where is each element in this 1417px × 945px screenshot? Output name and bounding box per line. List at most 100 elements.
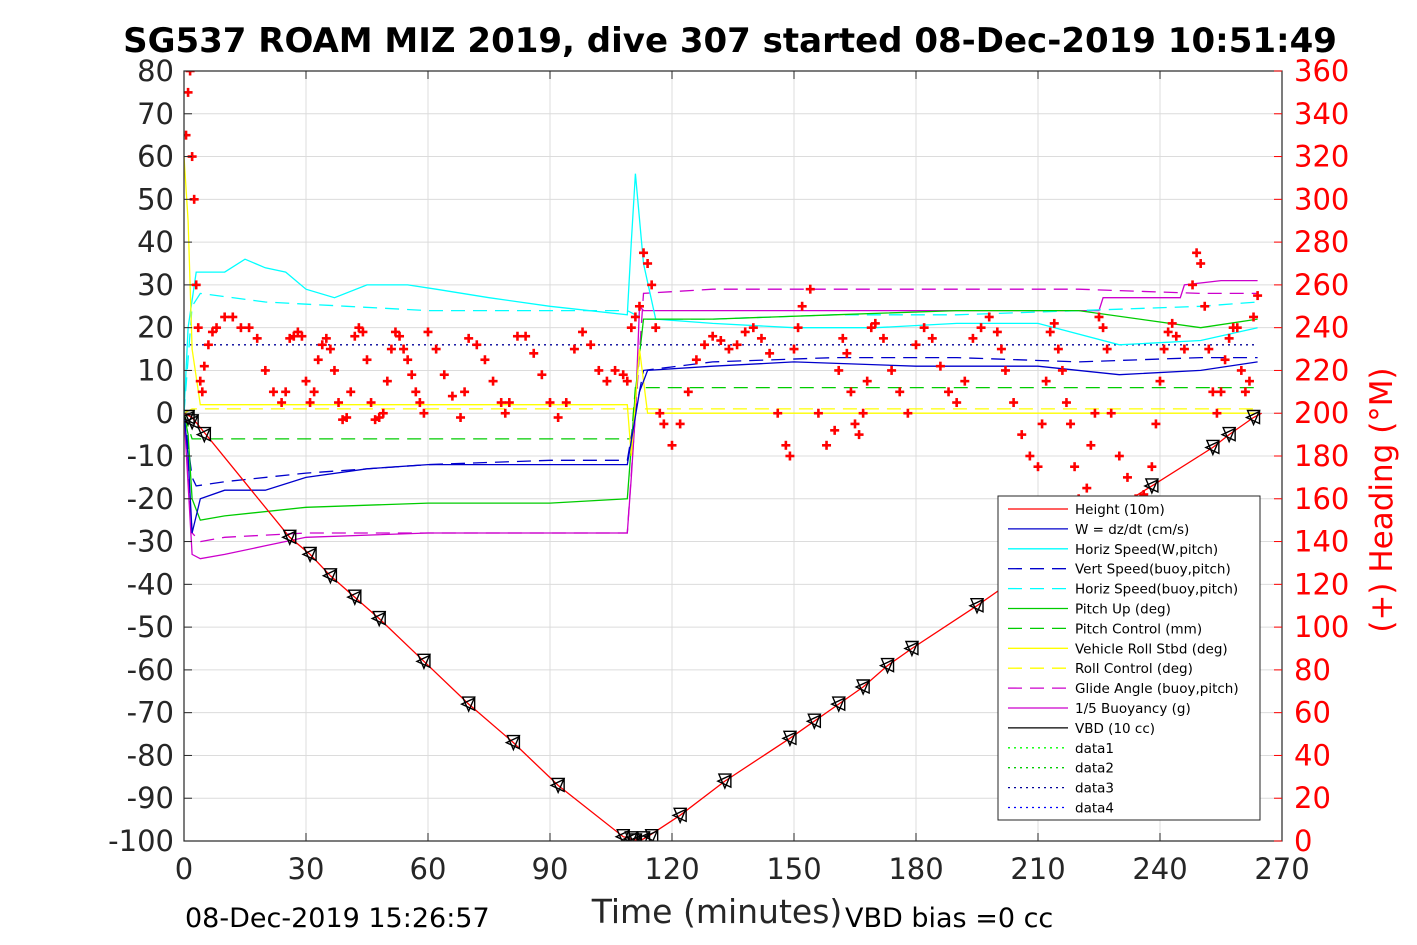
- series-line-5: [184, 309, 1258, 521]
- heading-point: [870, 318, 880, 328]
- y-tick-label-right: 220: [1294, 353, 1349, 387]
- direction-marker: [415, 653, 431, 671]
- heading-point: [1000, 365, 1010, 375]
- y-tick-label-left: 70: [137, 97, 174, 131]
- heading-point: [317, 340, 327, 350]
- heading-point: [423, 327, 433, 337]
- y-tick-label-left: 40: [137, 225, 174, 259]
- heading-point: [378, 408, 388, 418]
- direction-marker: [346, 589, 362, 606]
- heading-point: [439, 370, 449, 380]
- heading-point: [193, 323, 203, 333]
- y-tick-label-right: 160: [1294, 482, 1349, 516]
- direction-marker: [805, 713, 822, 730]
- direction-marker: [184, 414, 200, 431]
- heading-point: [944, 387, 954, 397]
- heading-point: [1244, 376, 1254, 386]
- heading-point: [496, 398, 506, 408]
- heading-point: [350, 331, 360, 341]
- heading-point: [996, 344, 1006, 354]
- direction-marker: [642, 829, 659, 841]
- heading-point: [1033, 462, 1043, 472]
- heading-point: [659, 419, 669, 429]
- direction-marker: [830, 696, 846, 713]
- direction-marker: [878, 657, 895, 675]
- x-tick-label: 90: [532, 852, 569, 886]
- heading-point: [700, 340, 710, 350]
- footer-vbd-bias: VBD bias =0 cc: [845, 903, 1053, 934]
- heading-point: [1151, 419, 1161, 429]
- heading-point: [309, 387, 319, 397]
- y-tick-label-right: 40: [1294, 738, 1331, 772]
- heading-point: [968, 333, 978, 343]
- heading-point: [500, 408, 510, 418]
- heading-point: [785, 451, 795, 461]
- heading-point: [793, 323, 803, 333]
- direction-marker: [716, 773, 732, 790]
- legend-entry: Vehicle Roll Stbd (deg): [1075, 641, 1228, 657]
- heading-point: [1204, 344, 1214, 354]
- heading-point: [561, 398, 571, 408]
- heading-point: [895, 387, 905, 397]
- direction-marker: [1220, 426, 1237, 444]
- y-tick-label-right: 0: [1294, 824, 1312, 858]
- x-tick-label: 60: [410, 852, 447, 886]
- heading-point: [797, 301, 807, 311]
- heading-point: [586, 340, 596, 350]
- heading-point: [578, 327, 588, 337]
- heading-point: [342, 413, 352, 422]
- heading-point: [184, 87, 193, 97]
- legend-entry: data2: [1075, 761, 1114, 777]
- heading-point: [756, 333, 766, 343]
- heading-point: [472, 340, 482, 350]
- x-tick-label: 210: [1010, 852, 1065, 886]
- y-tick-label-left: -100: [108, 824, 174, 858]
- heading-point: [1045, 327, 1055, 337]
- direction-marker: [321, 568, 338, 585]
- y-tick-label-right: 340: [1294, 97, 1349, 131]
- x-tick-label: 180: [888, 852, 943, 886]
- x-tick-label: 0: [175, 852, 193, 886]
- heading-point: [260, 365, 270, 375]
- heading-point: [228, 312, 238, 322]
- y-tick-label-left: 20: [137, 311, 174, 345]
- heading-point: [1090, 408, 1100, 418]
- heading-point: [1240, 387, 1250, 397]
- legend-entry: data3: [1075, 781, 1114, 797]
- x-tick-label: 120: [644, 852, 699, 886]
- series-line-4: [184, 292, 1258, 414]
- heading-point: [675, 419, 685, 429]
- legend-entry: data1: [1075, 741, 1114, 757]
- heading-point: [301, 376, 311, 386]
- tick-layer: 0 30 60 90 120 150 180 210 240 270 80 70 60 50 40 30 20 1…: [108, 54, 1349, 886]
- heading-point: [1082, 483, 1092, 493]
- x-tick-label: 30: [288, 852, 325, 886]
- heading-point: [407, 370, 417, 380]
- legend-box: [997, 495, 1261, 821]
- heading-point: [691, 355, 701, 365]
- series-line-2: [184, 173, 1258, 414]
- heading-point: [297, 331, 307, 341]
- heading-point: [602, 376, 612, 386]
- heading-point: [639, 248, 649, 258]
- heading-point: [813, 408, 823, 418]
- heading-point: [1208, 387, 1218, 397]
- legend-entry: 1/5 Buoyancy (g): [1075, 701, 1191, 717]
- y-tick-label-right: 360: [1294, 54, 1349, 88]
- heading-point: [732, 340, 742, 350]
- y-tick-label-left: -40: [127, 567, 174, 601]
- x-tick-label: 270: [1254, 852, 1309, 886]
- legend-entry: Horiz Speed(buoy,pitch): [1075, 582, 1238, 598]
- heading-point: [1017, 430, 1027, 440]
- heading-point: [842, 348, 852, 358]
- heading-point: [935, 361, 945, 371]
- y-tick-label-left: -60: [127, 653, 174, 687]
- heading-point: [781, 440, 791, 450]
- heading-point: [185, 71, 195, 76]
- heading-point: [643, 259, 653, 268]
- y-tick-label-right: 20: [1294, 781, 1331, 815]
- y-tick-label-right: 320: [1294, 140, 1349, 174]
- y-tick-label-left: -80: [127, 738, 174, 772]
- heading-point: [305, 398, 315, 408]
- heading-point: [1196, 259, 1206, 268]
